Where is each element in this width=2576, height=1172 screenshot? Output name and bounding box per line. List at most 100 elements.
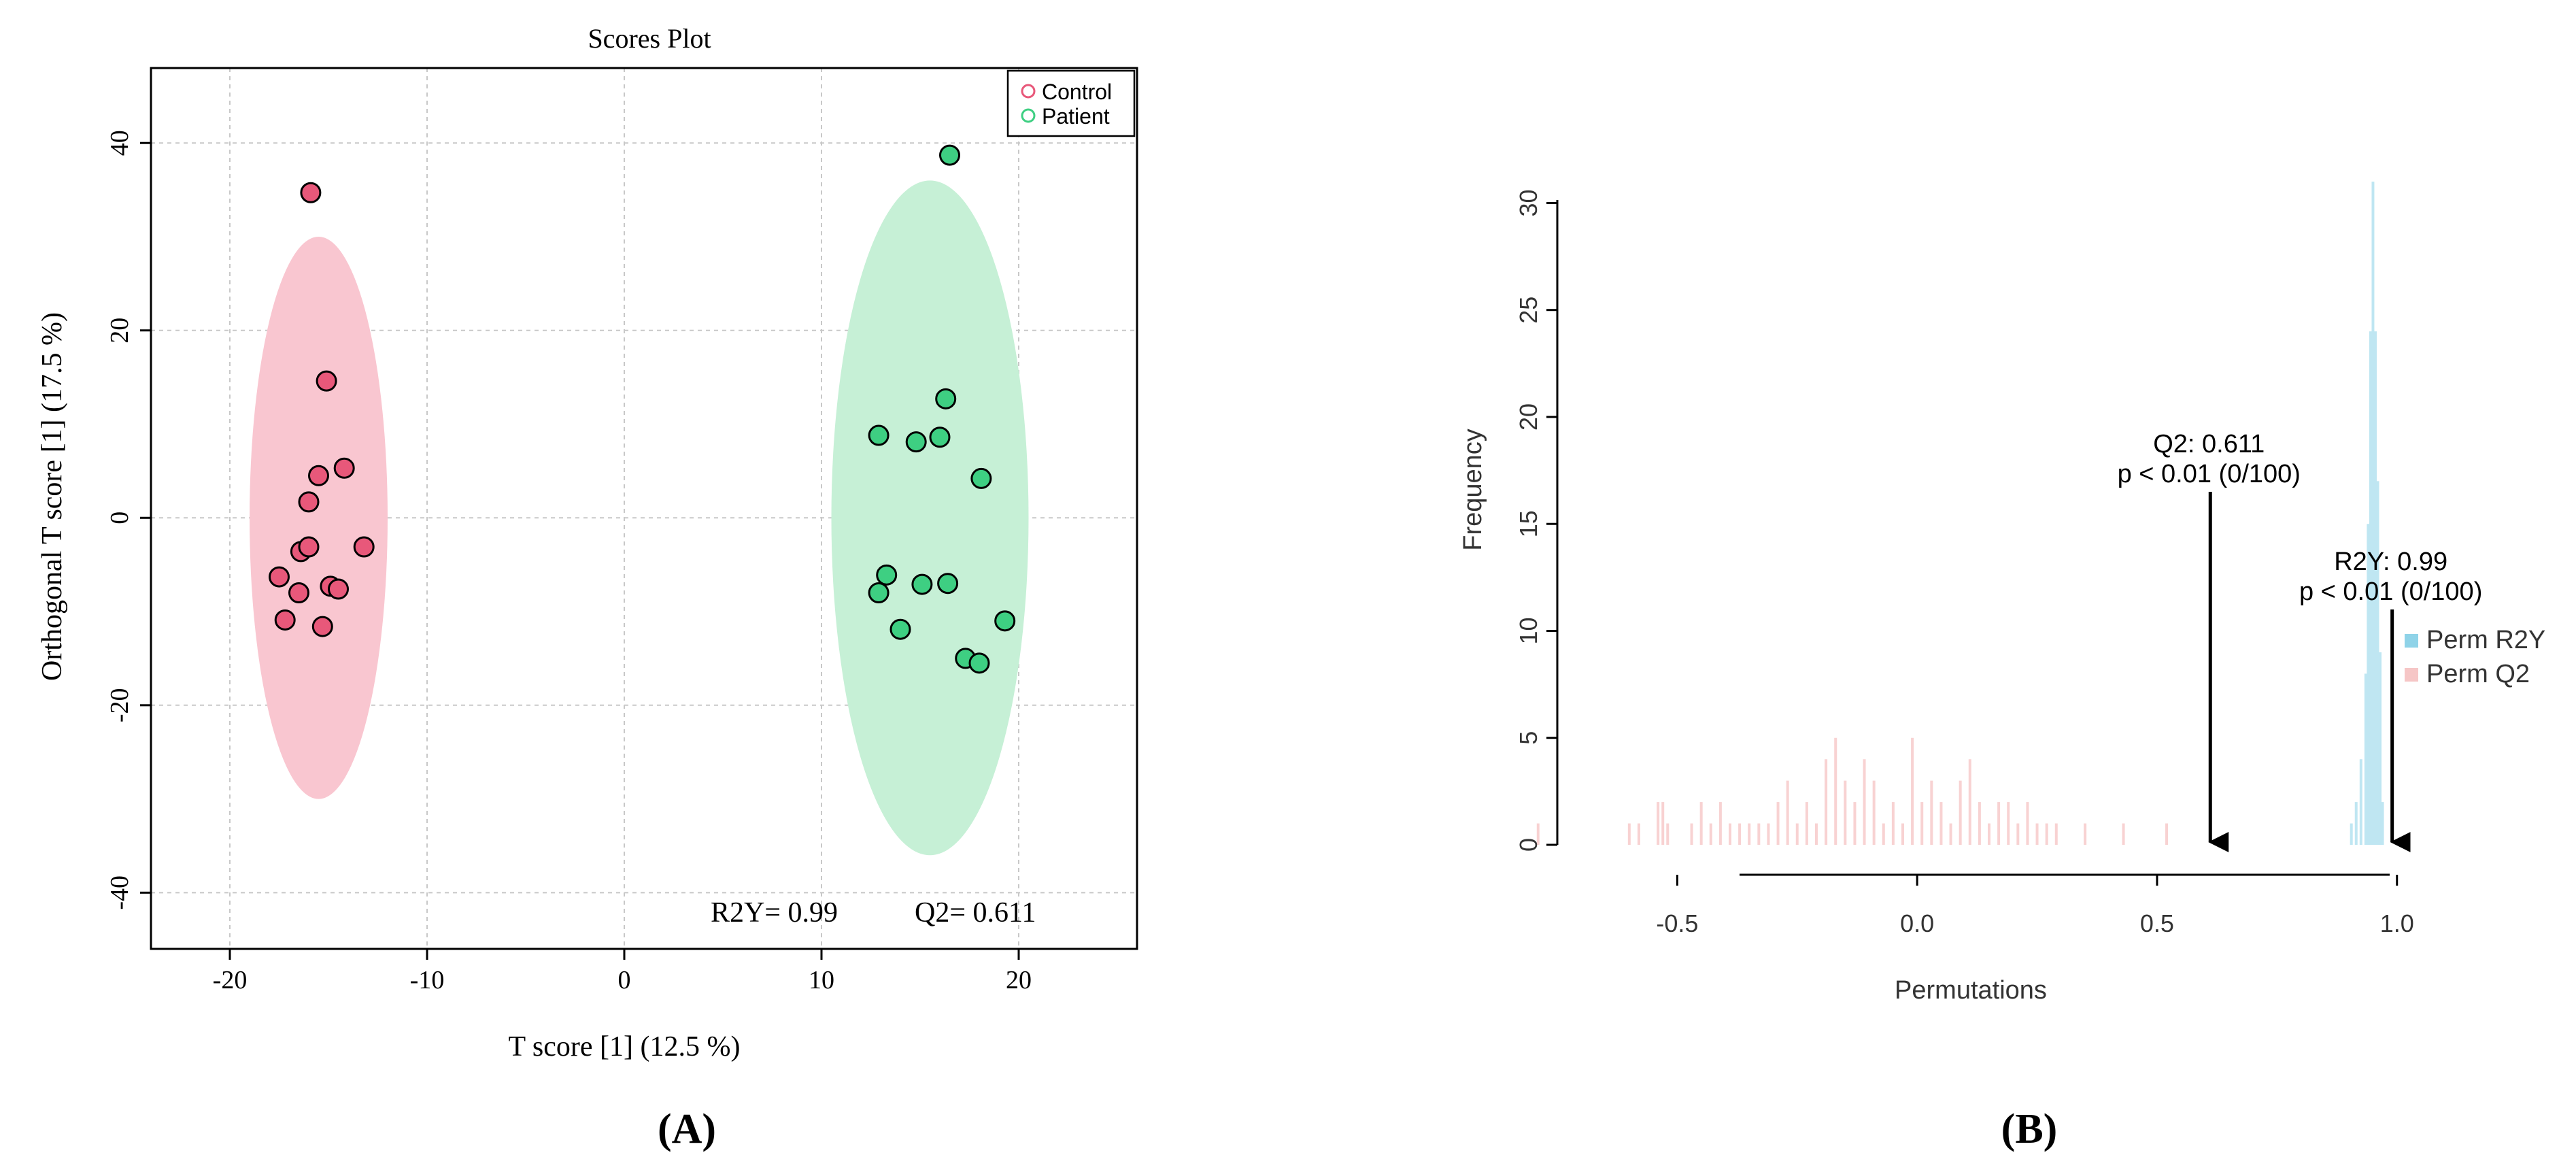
perm-q2-bar — [1699, 802, 1703, 845]
scores-plot-legend: Control Patient — [1006, 69, 1136, 137]
perm-q2-bar — [1657, 802, 1660, 845]
perm-q2-bar — [1786, 780, 1789, 845]
perm-q2-bar — [1891, 802, 1895, 845]
perm-q2-bar — [1690, 823, 1693, 845]
perm-r2y-bar — [2371, 182, 2375, 845]
control-point — [288, 582, 309, 603]
perm-r2y-bar — [2367, 524, 2370, 845]
control-point — [316, 370, 337, 392]
scores-plot-x-axis-label: T score [1] (12.5 %) — [509, 1031, 741, 1062]
perm-q2-bar — [2054, 823, 2058, 845]
perm-q2-bar — [1844, 780, 1847, 845]
r2y-annotation: R2Y= 0.99 — [711, 897, 838, 928]
y-tick-label: -40 — [105, 875, 134, 910]
patient-point — [905, 431, 927, 453]
y-tick-label: 0 — [105, 512, 134, 524]
arrow-label-value: Q2: 0.611 — [2153, 430, 2265, 458]
perm-q2-bar — [1805, 802, 1808, 845]
perm-r2y-bar — [2354, 802, 2358, 845]
control-point — [333, 457, 355, 479]
control-point — [269, 566, 290, 588]
perm-q2-bar — [1718, 802, 1722, 845]
histogram-y-axis-label: Frequency — [1459, 429, 1487, 551]
y-tick-label: 40 — [105, 130, 134, 156]
scores-plot-points — [269, 144, 1016, 674]
scores-plot-ellipses — [250, 180, 1029, 856]
scores-plot-panel: -20 -10 0 10 20 -40 -20 0 20 40 Scores Plot T sc… — [37, 23, 1138, 1152]
histogram-legend: Perm R2Y Perm Q2 — [2405, 626, 2545, 688]
perm-r2y-bar — [2376, 481, 2379, 845]
perm-r2y-bar — [2369, 331, 2372, 845]
patient-point — [876, 564, 898, 586]
control-point — [300, 182, 322, 203]
control-confidence-ellipse — [250, 236, 388, 799]
patient-point — [968, 652, 990, 674]
y-tick-label: -20 — [105, 688, 134, 722]
perm-q2-bar — [1978, 802, 1981, 845]
perm-q2-bar — [2026, 802, 2029, 845]
perm-q2-bar — [1738, 823, 1742, 845]
perm-q2-bar — [1661, 802, 1665, 845]
arrow-label-pvalue: p < 0.01 (0/100) — [2299, 577, 2482, 606]
scores-plot-y-axis-label: Orthogonal T score [1] (17.5 %) — [37, 312, 68, 681]
legend-control-label: Control — [1042, 80, 1112, 104]
perm-r2y-bar — [2359, 759, 2362, 845]
perm-q2-bar — [1901, 823, 1904, 845]
perm-q2-bar — [2045, 823, 2048, 845]
perm-r2y-bar — [2350, 823, 2353, 845]
patient-point — [970, 467, 992, 489]
y-tick-label: 0 — [1514, 838, 1542, 852]
x-tick-label: 0.5 — [2140, 909, 2174, 937]
perm-q2-bar — [1834, 737, 1837, 845]
perm-q2-bar — [1825, 759, 1828, 845]
perm-q2-bar — [1637, 823, 1640, 845]
y-tick-label: 5 — [1514, 731, 1542, 745]
perm-r2y-bar — [2373, 331, 2377, 845]
panel-a-label: (A) — [658, 1106, 716, 1152]
histogram-x-ticks: -0.5 0.0 0.5 1.0 — [1656, 875, 2414, 937]
y-tick-label: 10 — [1514, 617, 1542, 644]
permutation-bars — [1536, 182, 2384, 845]
control-point — [353, 536, 375, 558]
control-point — [328, 578, 349, 600]
perm-q2-bar — [1757, 823, 1761, 845]
legend-perm-r2y-label: Perm R2Y — [2426, 626, 2545, 654]
patient-point — [937, 573, 959, 595]
histogram-y-ticks: 0 5 10 15 20 25 30 — [1514, 189, 1557, 852]
y-tick-label: 20 — [105, 318, 134, 344]
scores-plot-title: Scores Plot — [588, 23, 711, 54]
patient-point — [939, 144, 960, 166]
patient-point — [868, 424, 889, 446]
legend-patient-marker — [1021, 108, 1036, 123]
perm-q2-bar — [1872, 780, 1876, 845]
legend-perm-q2-label: Perm Q2 — [2426, 660, 2530, 688]
perm-q2-bar — [1997, 802, 2001, 845]
q2-annotation: Q2= 0.611 — [915, 897, 1036, 928]
perm-q2-bar — [1959, 780, 1962, 845]
perm-q2-bar — [1920, 802, 1924, 845]
patient-point — [929, 426, 951, 448]
perm-q2-bar — [2035, 823, 2039, 845]
perm-q2-bar — [1709, 823, 1712, 845]
histogram-x-axis-label: Permutations — [1895, 976, 2047, 1005]
y-tick-label: 15 — [1514, 510, 1542, 537]
perm-q2-bar — [1627, 823, 1631, 845]
perm-q2-bar — [1853, 802, 1857, 845]
perm-q2-bar — [1863, 759, 1866, 845]
perm-q2-bar — [1930, 780, 1933, 845]
arrow-label-value: R2Y: 0.99 — [2334, 548, 2447, 576]
control-point — [308, 465, 329, 486]
perm-q2-bar — [1748, 823, 1751, 845]
perm-q2-bar — [2016, 823, 2020, 845]
perm-q2-bar — [2165, 823, 2169, 845]
patient-point — [911, 573, 933, 595]
y-tick-label: 20 — [1514, 403, 1542, 431]
perm-q2-bar — [1882, 823, 1885, 845]
control-point — [298, 536, 320, 558]
x-tick-label: 0 — [618, 966, 631, 994]
perm-q2-bar — [1776, 802, 1780, 845]
y-tick-label: 30 — [1514, 189, 1542, 216]
scores-plot-frame — [150, 67, 1138, 950]
perm-q2-bar — [1795, 823, 1799, 845]
